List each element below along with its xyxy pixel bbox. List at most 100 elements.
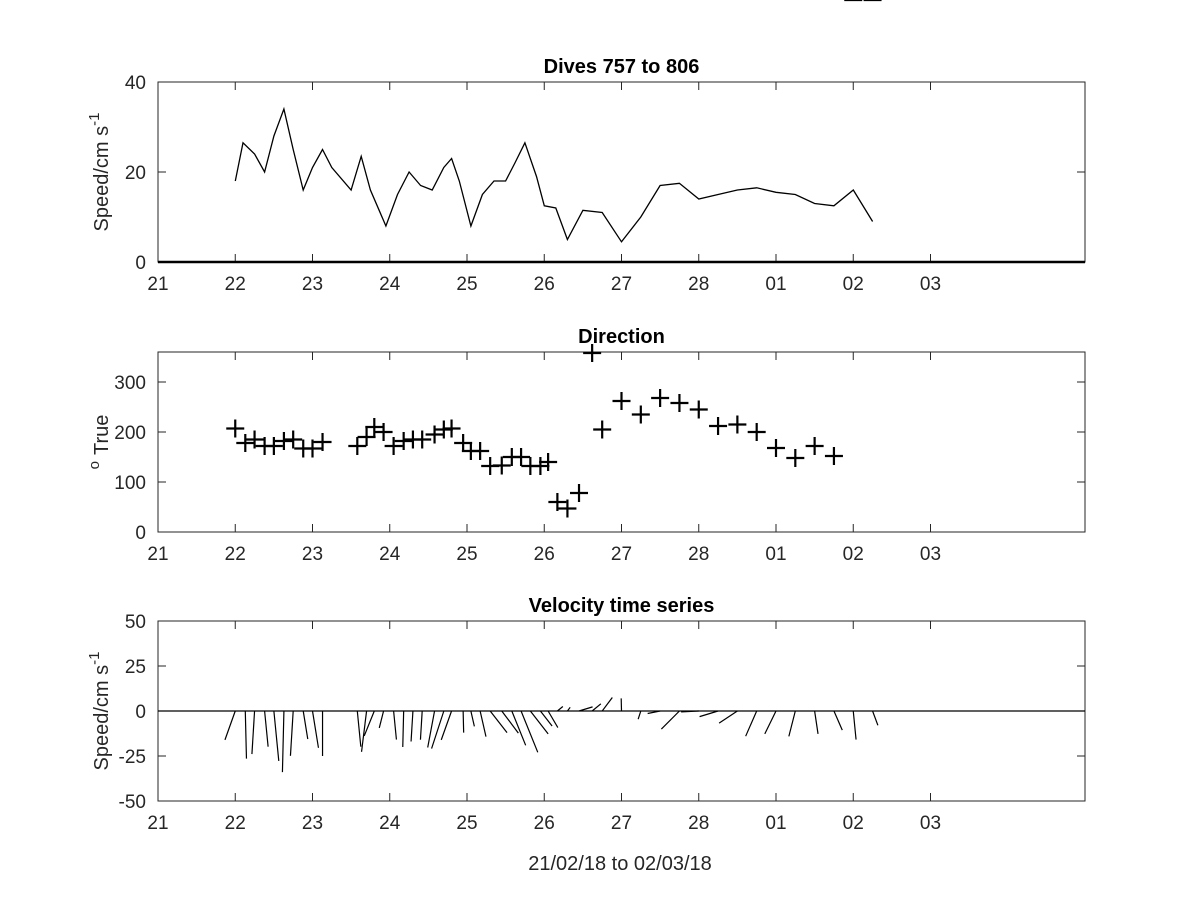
y-axis-label-text: True: [91, 415, 113, 455]
direction-marker: [357, 428, 376, 446]
velocity-stick: [699, 710, 719, 718]
direction-marker: [313, 433, 332, 451]
direction-marker: [548, 493, 567, 511]
direction-marker: [786, 449, 805, 467]
figure-x-axis-label: 21/02/18 to 02/03/18: [528, 853, 712, 875]
plot-area: [157, 81, 1086, 263]
direction-marker: [303, 439, 322, 458]
direction-marker: [454, 434, 473, 452]
y-tick-label: 0: [135, 253, 146, 274]
velocity-stick: [833, 710, 843, 731]
velocity-stick: [637, 710, 642, 720]
direction-marker: [747, 423, 766, 441]
velocity-stick: [647, 710, 661, 715]
direction-marker: [539, 453, 558, 471]
direction-marker: [670, 394, 689, 412]
velocity-stick: [393, 710, 398, 740]
x-tick-label: 22: [225, 544, 246, 565]
x-tick-label: 24: [379, 274, 401, 295]
x-tick-label: 02: [843, 813, 864, 834]
velocity-stick: [852, 710, 857, 740]
x-tick-label: 23: [302, 813, 323, 834]
direction-marker: [425, 425, 444, 444]
velocity-stick: [601, 697, 613, 712]
direction-marker: [492, 456, 511, 475]
velocity-stick: [529, 710, 549, 735]
x-tick-label: 22: [225, 274, 246, 295]
direction-marker: [689, 400, 708, 419]
direction-marker: [245, 430, 264, 449]
velocity-stick: [872, 710, 879, 726]
direction-marker: [570, 484, 589, 502]
x-tick-label: 28: [688, 544, 709, 565]
direction-marker: [651, 389, 670, 407]
direction-marker: [413, 430, 432, 449]
x-tick-label: 03: [920, 274, 941, 295]
direction-marker: [471, 442, 490, 460]
velocity-stick: [302, 710, 309, 740]
x-tick-label: 25: [456, 544, 477, 565]
y-tick-label: 200: [114, 423, 146, 444]
velocity-stick: [224, 710, 236, 741]
x-tick-label: 24: [379, 544, 401, 565]
velocity-stick: [547, 710, 559, 728]
velocity-stick: [814, 710, 819, 734]
direction-marker: [631, 405, 650, 424]
x-tick-label: 21: [147, 813, 168, 834]
y-axis-label: Speed/cm s-1: [86, 652, 113, 771]
velocity-stick: [289, 710, 294, 756]
plot-area: [157, 351, 1086, 533]
velocity-stick: [479, 710, 487, 737]
velocity-stick: [440, 710, 453, 741]
velocity-stick: [578, 706, 593, 712]
velocity-stick: [511, 710, 527, 746]
y-tick-label: 0: [135, 523, 146, 544]
x-tick-label: 27: [611, 274, 632, 295]
velocity-stick: [427, 710, 436, 748]
velocity-stick: [363, 710, 375, 737]
velocity-stick: [281, 710, 285, 773]
x-tick-label: 27: [611, 813, 632, 834]
velocity-stick: [489, 710, 508, 734]
velocity-stick: [681, 710, 699, 713]
y-axis-label: Speed/cm s-1: [86, 113, 113, 232]
velocity-stick: [431, 710, 445, 749]
velocity-stick: [566, 706, 571, 712]
x-tick-label: 28: [688, 813, 709, 834]
direction-marker: [728, 415, 747, 434]
x-tick-label: 01: [765, 274, 786, 295]
y-tick-label: 50: [125, 612, 146, 633]
y-axis-label: o True: [86, 415, 113, 470]
direction-marker: [805, 437, 824, 455]
velocity-stick: [462, 710, 465, 733]
x-tick-label: 26: [534, 274, 555, 295]
x-tick-label: 21: [147, 544, 168, 565]
x-tick-label: 26: [534, 813, 555, 834]
direction-marker: [374, 423, 393, 441]
velocity-stick: [378, 710, 385, 729]
direction-marker: [394, 432, 413, 450]
velocity-stick: [356, 710, 362, 747]
direction-marker: [512, 448, 531, 466]
y-tick-label: -25: [119, 747, 146, 768]
y-axis-label-text: Speed/cm s: [91, 126, 113, 232]
velocity-panel: 21 22 23 24 25 26 27 28 01 02 03 50 25 0 -25 -50 Velocit…: [86, 595, 1086, 834]
velocity-stick: [764, 710, 777, 735]
y-axis-label-superscript: o: [86, 461, 103, 469]
y-axis-label-superscript: -1: [86, 113, 103, 126]
x-tick-label: 25: [456, 274, 477, 295]
velocity-stick: [470, 710, 475, 727]
speed-panel: 21 22 23 24 25 26 27 28 01 02 03 0 20 40 Dives 757 to …: [86, 56, 1086, 295]
direction-marker: [226, 419, 245, 438]
x-tick-label: 24: [379, 813, 401, 834]
x-tick-label: 23: [302, 274, 323, 295]
direction-panel: 21 22 23 24 25 26 27 28 01 02 030100200300Directio…: [86, 0, 1086, 565]
y-tick-label: 0: [135, 702, 146, 723]
y-axis-label-text: Speed/cm s: [91, 665, 113, 771]
velocity-stick: [311, 710, 320, 748]
direction-marker: [612, 392, 631, 410]
velocity-stick: [501, 710, 519, 734]
x-tick-label: 03: [920, 813, 941, 834]
velocity-stick: [264, 710, 269, 747]
